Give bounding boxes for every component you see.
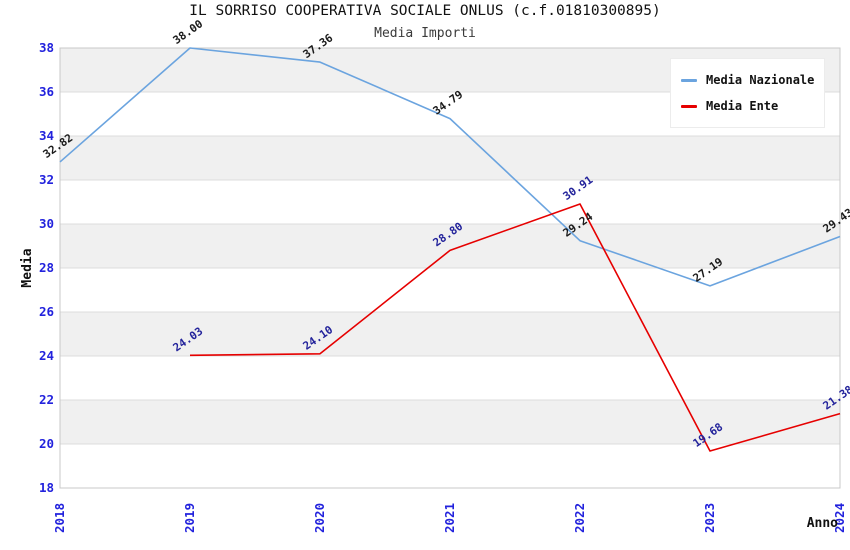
line-media-ente — [189, 203, 841, 452]
y-tick-label: 34 — [39, 128, 54, 143]
y-tick-label: 32 — [39, 172, 54, 187]
plot-frame — [59, 47, 841, 489]
x-tick-label: 2019 — [182, 503, 197, 533]
y-tick-label: 26 — [39, 304, 54, 319]
x-tick-label: 2021 — [442, 503, 457, 533]
plot-band — [60, 400, 840, 444]
x-tick-label: 2020 — [312, 503, 327, 533]
plot-band — [60, 136, 840, 180]
y-tick-label: 30 — [39, 216, 54, 231]
x-axis-title: Anno — [807, 516, 838, 531]
y-tick-label: 36 — [39, 84, 54, 99]
media-nazionale-line-swatch — [681, 78, 697, 82]
legend-item-media-nazionale: Media Nazionale — [681, 67, 814, 93]
legend: Media Nazionale Media Ente — [670, 58, 826, 128]
x-tick-label: 2024 — [832, 503, 847, 533]
chart-title: IL SORRISO COOPERATIVA SOCIALE ONLUS (c.… — [189, 3, 661, 19]
legend-label-media-ente: Media Ente — [706, 99, 779, 113]
y-tick-label: 22 — [39, 392, 54, 407]
line-media-nazionale — [59, 47, 841, 287]
chart-subtitle: Media Importi — [374, 26, 476, 41]
media-ente-line-swatch — [681, 104, 697, 108]
legend-item-media-ente: Media Ente — [681, 93, 814, 119]
plot-band — [60, 312, 840, 356]
legend-label-media-nazionale: Media Nazionale — [706, 73, 815, 87]
x-tick-label: 2018 — [52, 503, 67, 533]
x-tick-label: 2022 — [572, 503, 587, 533]
y-tick-label: 38 — [39, 40, 54, 55]
y-axis-title: Media — [20, 248, 35, 287]
y-tick-label: 24 — [39, 348, 54, 363]
plot-band — [60, 224, 840, 268]
point-label-media-nazionale: 38.00 — [171, 17, 206, 47]
y-tick-label: 20 — [39, 436, 54, 451]
y-tick-label: 18 — [39, 480, 54, 495]
x-tick-label: 2023 — [702, 503, 717, 533]
y-tick-label: 28 — [39, 260, 54, 275]
